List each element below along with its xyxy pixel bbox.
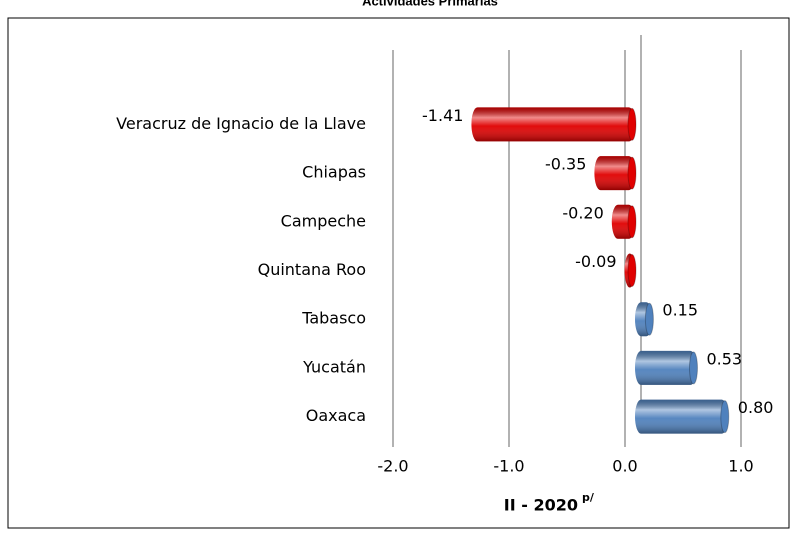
x-tick-label: -1.0 <box>493 457 524 476</box>
chart-frame <box>7 17 790 529</box>
value-label: 0.53 <box>706 349 742 368</box>
bar-shine <box>635 399 728 434</box>
y-tick-label: Tabasco <box>301 309 366 328</box>
chart-title: Actividades Primarias <box>362 0 498 8</box>
value-label: 0.80 <box>738 398 774 417</box>
bar-shine <box>471 107 635 142</box>
y-tick-label: Chiapas <box>302 163 366 182</box>
bar-cap <box>720 400 730 434</box>
value-label: 0.15 <box>662 301 698 320</box>
value-label: -0.09 <box>575 252 616 271</box>
x-axis-label-superscript: p/ <box>582 491 595 504</box>
value-label: -0.35 <box>545 155 586 174</box>
y-tick-label: Campeche <box>281 211 366 230</box>
x-tick-label: 1.0 <box>728 457 753 476</box>
value-label: -0.20 <box>562 203 603 222</box>
bar-cap <box>627 254 637 287</box>
y-tick-label: Veracruz de Ignacio de la Llave <box>116 114 366 133</box>
bar-cap <box>627 107 637 141</box>
x-tick-label: -2.0 <box>377 457 408 476</box>
y-tick-label: Quintana Roo <box>258 260 366 279</box>
bar-cap <box>688 351 698 385</box>
bar-cap <box>644 302 654 336</box>
value-label: -1.41 <box>422 106 463 125</box>
x-tick-label: 0.0 <box>612 457 637 476</box>
bar-cap <box>627 156 637 190</box>
bar-cap <box>627 205 637 239</box>
x-axis-label: II - 2020 <box>504 496 578 515</box>
bar-shine <box>594 156 635 191</box>
bar-shine <box>635 350 697 385</box>
y-tick-label: Yucatán <box>302 357 366 376</box>
y-tick-label: Oaxaca <box>306 406 366 425</box>
